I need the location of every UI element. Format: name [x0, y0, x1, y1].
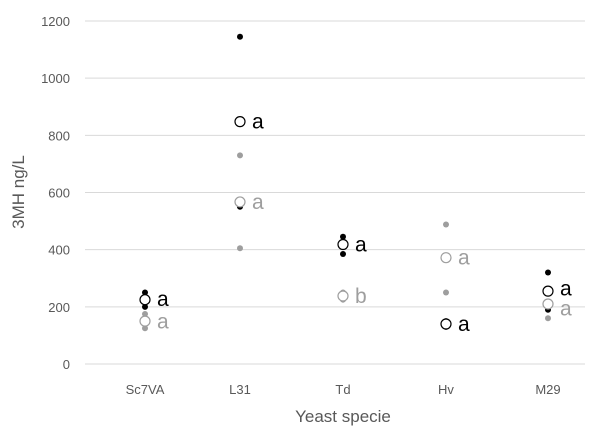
x-tick-label: M29	[535, 382, 560, 397]
replicate-point	[142, 289, 148, 296]
replicate-point	[443, 221, 449, 228]
y-tick-labels: 0 200 400 600 800 1000 1200	[41, 14, 70, 372]
mean-marker	[440, 318, 452, 330]
x-tick-labels: Sc7VA L31 Td Hv M29	[126, 382, 561, 397]
significance-letter: a	[560, 297, 572, 320]
replicate-point	[237, 245, 243, 252]
y-tick-label: 1000	[41, 71, 70, 86]
replicate-point	[142, 310, 148, 317]
x-tick-label: Sc7VA	[126, 382, 165, 397]
replicate-point	[142, 325, 148, 332]
y-tick-label: 800	[48, 128, 70, 143]
x-tick-label: Hv	[438, 382, 454, 397]
significance-letter: a	[252, 191, 264, 214]
significance-letter: a	[458, 313, 470, 336]
mean-marker	[542, 285, 554, 297]
y-axis-title: 3MH ng/L	[9, 155, 28, 229]
replicate-point	[545, 315, 551, 322]
replicate-point	[545, 269, 551, 276]
significance-letter: a	[252, 111, 264, 134]
mean-marker	[234, 116, 246, 128]
mean-marker	[337, 290, 349, 302]
y-tick-label: 0	[63, 357, 70, 372]
significance-letter: a	[560, 277, 572, 300]
mean-marker	[542, 298, 554, 310]
significance-letter: a	[157, 288, 169, 311]
mean-marker	[337, 238, 349, 251]
replicate-point	[237, 152, 243, 159]
x-axis-title: Yeast specie	[295, 407, 391, 426]
mean-marker	[139, 315, 151, 327]
mean-marker	[234, 196, 246, 208]
replicate-point	[443, 289, 449, 296]
y-tick-label: 1200	[41, 14, 70, 29]
significance-letter: b	[355, 285, 367, 308]
y-tick-label: 400	[48, 243, 70, 258]
significance-letter: a	[157, 311, 169, 334]
significance-letter: a	[458, 247, 470, 270]
replicate-point	[142, 303, 148, 310]
data-points	[139, 33, 554, 332]
x-tick-label: L31	[229, 382, 251, 397]
x-tick-label: Td	[335, 382, 350, 397]
mean-marker	[139, 294, 151, 306]
replicate-point	[340, 233, 346, 240]
mean-marker	[440, 252, 452, 264]
gridlines	[85, 20, 585, 365]
y-tick-label: 200	[48, 300, 70, 315]
replicate-point	[340, 250, 346, 257]
significance-letter: a	[355, 234, 367, 257]
replicate-point	[237, 33, 243, 40]
y-tick-label: 600	[48, 186, 70, 201]
